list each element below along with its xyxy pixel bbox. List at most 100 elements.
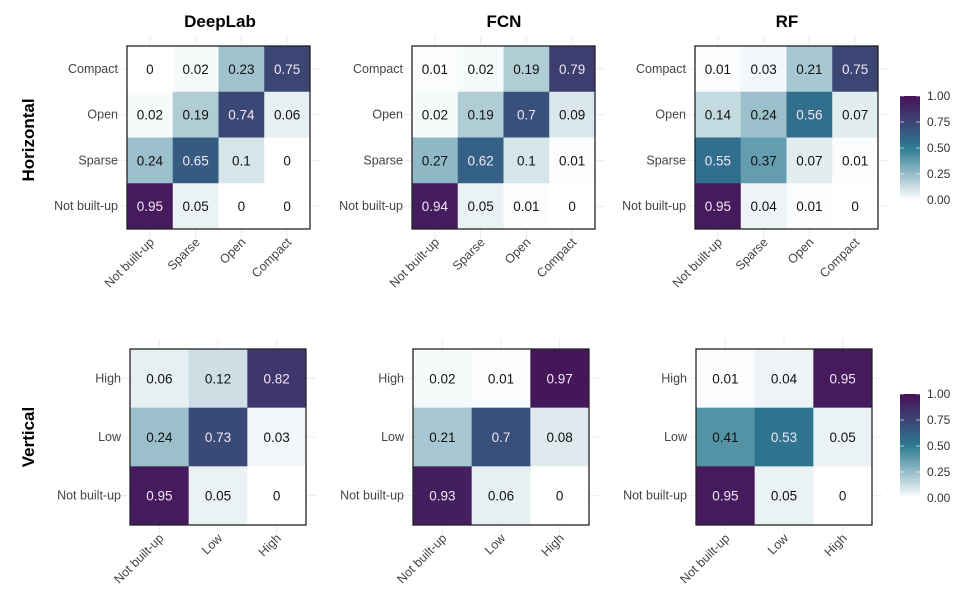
heatmap-cell	[471, 407, 531, 467]
heatmap-cell	[503, 46, 550, 93]
heatmap-cell	[413, 407, 473, 467]
heatmap-cell	[503, 91, 550, 138]
heatmap-cell	[413, 466, 473, 526]
colorbar-tick-label: 1.00	[927, 89, 951, 103]
cell-value-label: 0.1	[232, 153, 251, 168]
cell-value-label: 0.06	[488, 489, 514, 504]
cell-value-label: 0.01	[422, 62, 448, 77]
y-tick-label: Compact	[636, 62, 687, 76]
y-tick-label: Not built-up	[340, 489, 404, 503]
cell-value-label: 0.82	[264, 371, 290, 386]
heatmap-cell	[549, 137, 596, 184]
colorbar-tick-label: 0.50	[927, 439, 951, 453]
cell-value-label: 0.05	[182, 199, 208, 214]
heatmap-cell	[172, 183, 219, 230]
x-tick-label: Open	[502, 235, 534, 267]
cell-value-label: 0.03	[264, 430, 290, 445]
cell-value-label: 0.01	[513, 199, 539, 214]
cell-value-label: 0.07	[842, 108, 868, 123]
heatmap-cell	[127, 91, 174, 138]
cell-value-label: 0	[273, 489, 281, 504]
cell-value-label: 0.1	[517, 153, 536, 168]
heatmap-cell	[695, 46, 742, 93]
x-tick-label: Not built-up	[670, 235, 725, 290]
cell-value-label: 0	[568, 199, 576, 214]
y-tick-label: Not built-up	[623, 489, 687, 503]
heatmap-cell	[813, 407, 873, 467]
cell-value-label: 0.95	[712, 489, 738, 504]
y-tick-label: Not built-up	[622, 199, 686, 213]
y-tick-label: Not built-up	[54, 199, 118, 213]
heatmap-cell	[813, 349, 873, 409]
panel-border	[695, 348, 873, 526]
heatmap-cell	[127, 183, 174, 230]
heatmap-cell	[503, 183, 550, 230]
cell-value-label: 0.97	[547, 371, 573, 386]
cell-value-label: 0.01	[559, 153, 585, 168]
cell-value-label: 0.05	[467, 199, 493, 214]
panel-border	[694, 45, 879, 230]
cell-value-label: 0.05	[771, 489, 797, 504]
heatmap-cell	[695, 137, 742, 184]
heatmap-cell	[832, 137, 879, 184]
cell-value-label: 0.04	[750, 199, 777, 214]
cell-value-label: 0.19	[182, 108, 208, 123]
colorbar-tick-label: 0.00	[927, 491, 951, 505]
cell-value-label: 0.7	[492, 430, 511, 445]
colorbar-gradient	[900, 394, 920, 498]
cell-value-label: 0.21	[796, 62, 822, 77]
heatmap-cell	[264, 91, 311, 138]
heatmap-cell	[264, 183, 311, 230]
cell-value-label: 0.55	[705, 153, 731, 168]
cell-value-label: 0.19	[467, 108, 493, 123]
heatmap-cell	[549, 91, 596, 138]
heatmap-cell	[188, 407, 248, 467]
y-tick-label: Open	[87, 108, 118, 122]
heatmap-horizontal-rf: 0.01 0.03 0.21 0.75 0.14 0.24 0.56 0.07 0.55 0.37…	[622, 36, 888, 290]
cell-value-label: 0.93	[429, 489, 455, 504]
column-title-deeplab: DeepLab	[184, 12, 256, 31]
cell-value-label: 0.27	[422, 153, 448, 168]
y-tick-label: Not built-up	[57, 489, 121, 503]
cell-value-label: 0.01	[842, 153, 868, 168]
heatmap-cell	[503, 137, 550, 184]
cell-value-label: 0.79	[559, 62, 585, 77]
cell-value-label: 0.56	[796, 108, 822, 123]
cell-value-label: 0	[556, 489, 564, 504]
cell-value-label: 0.05	[830, 430, 856, 445]
heatmap-cell	[740, 46, 787, 93]
heatmap-cell	[740, 183, 787, 230]
heatmap-cell	[696, 349, 756, 409]
cell-value-label: 0.24	[137, 153, 164, 168]
x-tick-label: Sparse	[733, 235, 771, 273]
colorbar-tick-label: 0.50	[927, 141, 951, 155]
y-tick-label: Not built-up	[339, 199, 403, 213]
cell-value-label: 0.75	[274, 62, 300, 77]
cell-value-label: 0.65	[182, 153, 208, 168]
x-tick-label: Low	[199, 531, 226, 558]
heatmap-cell	[832, 46, 879, 93]
heatmap-cell	[832, 183, 879, 230]
cell-value-label: 0	[283, 153, 291, 168]
cell-value-label: 0.04	[771, 371, 798, 386]
y-tick-label: Low	[98, 430, 122, 444]
heatmap-cell	[218, 183, 265, 230]
cell-value-label: 0.06	[274, 108, 300, 123]
cell-value-label: 0.14	[705, 108, 732, 123]
heatmap-cell	[549, 183, 596, 230]
heatmap-cell	[264, 137, 311, 184]
heatmap-cell	[413, 349, 473, 409]
y-tick-label: High	[661, 371, 687, 385]
x-tick-label: Not built-up	[677, 531, 732, 586]
cell-value-label: 0.24	[750, 108, 777, 123]
x-tick-label: Sparse	[165, 235, 203, 273]
heatmap-cell	[471, 466, 531, 526]
heatmap-cell	[247, 349, 307, 409]
heatmap-cell	[127, 137, 174, 184]
heatmap-cell	[471, 349, 531, 409]
x-tick-label: Not built-up	[394, 531, 449, 586]
cell-value-label: 0	[851, 199, 859, 214]
heatmap-cell	[412, 91, 459, 138]
row-label-horizontal: Horizontal	[19, 98, 38, 181]
heatmap-cell	[696, 466, 756, 526]
